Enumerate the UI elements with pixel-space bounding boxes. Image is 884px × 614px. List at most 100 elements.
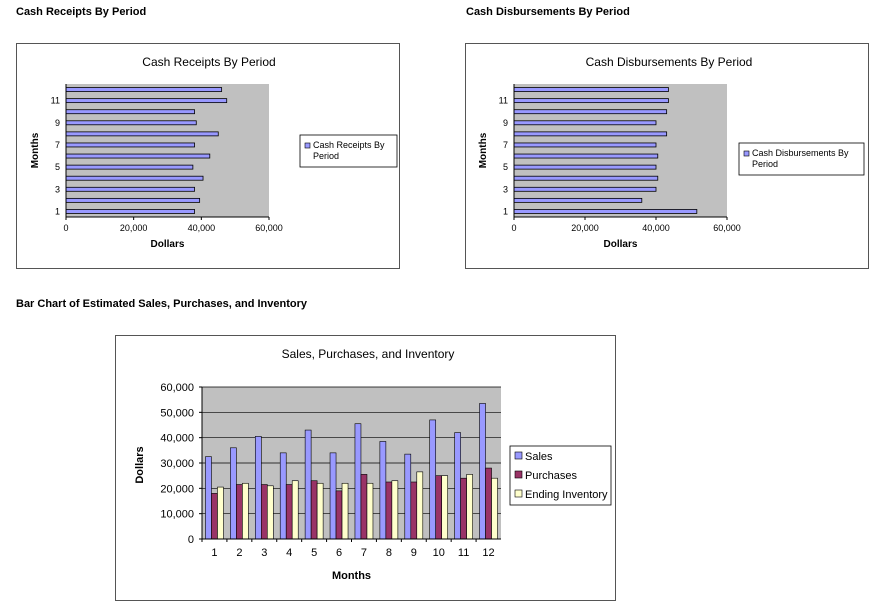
bar-ending-inventory-7 <box>366 482 374 540</box>
bar-5 <box>513 164 657 170</box>
bar-12 <box>513 87 669 92</box>
bar-ending-inventory-3 <box>266 485 274 540</box>
x-tick-label: 2 <box>236 547 242 559</box>
y-tick-label: 5 <box>503 162 508 172</box>
x-tick-label: 0 <box>511 223 516 233</box>
plot-area <box>514 84 727 217</box>
x-tick-label: 3 <box>261 547 267 559</box>
bar-9 <box>65 120 197 126</box>
bar-ending-inventory-12 <box>491 477 498 540</box>
bar-1 <box>513 209 698 214</box>
bar-purchases-9 <box>410 481 418 540</box>
receipts-chart: Cash Receipts By Period 0 20,000 40,000 60,0… <box>16 43 400 269</box>
bar-purchases-1 <box>211 493 218 540</box>
bar-ending-inventory-5 <box>316 482 324 540</box>
bar-purchases-6 <box>335 490 343 540</box>
bar-sales-10 <box>429 419 437 540</box>
y-axis-title: Dollars <box>134 446 146 483</box>
bar-6 <box>65 153 211 159</box>
bar-purchases-5 <box>310 480 318 540</box>
x-tick-label: 0 <box>63 223 68 233</box>
bar-3 <box>65 186 195 192</box>
x-tick-label: 5 <box>311 547 317 559</box>
bar-4 <box>513 175 659 181</box>
bar-6 <box>513 153 659 159</box>
bar-sales-1 <box>205 456 212 540</box>
y-tick-label: 40,000 <box>160 433 194 445</box>
chart-title: Cash Disbursements By Period <box>586 55 753 69</box>
bar-purchases-4 <box>285 484 293 540</box>
y-tick-label: 5 <box>55 162 60 172</box>
y-tick-label: 9 <box>503 118 508 128</box>
bar-purchases-2 <box>236 484 243 540</box>
x-axis-title: Dollars <box>604 239 638 250</box>
legend-label: Purchases <box>525 470 577 482</box>
x-tick-label: 11 <box>458 547 469 559</box>
bar-4 <box>65 175 204 181</box>
bar-purchases-3 <box>260 484 268 540</box>
bar-8 <box>65 131 219 137</box>
bar-sales-8 <box>379 441 387 540</box>
bar-sales-11 <box>454 432 461 540</box>
x-tick-label: 40,000 <box>642 223 670 233</box>
bar-ending-inventory-8 <box>391 480 399 540</box>
bar-12 <box>65 87 223 92</box>
bar-7 <box>65 142 195 148</box>
bar-sales-2 <box>230 447 237 540</box>
bar-5 <box>65 164 194 170</box>
bar-ending-inventory-2 <box>242 482 249 540</box>
x-tick-label: 7 <box>361 547 367 559</box>
bar-sales-6 <box>329 452 337 540</box>
x-tick-label: 6 <box>336 547 342 559</box>
bar-11 <box>513 98 669 104</box>
bar-purchases-7 <box>360 474 368 540</box>
y-tick-label: 7 <box>503 140 508 150</box>
bar-3 <box>513 186 657 192</box>
x-tick-label: 40,000 <box>188 223 216 233</box>
y-tick-label: 10,000 <box>160 509 194 521</box>
bar-sales-4 <box>279 452 287 540</box>
disbursements-section-heading: Cash Disbursements By Period <box>466 6 630 18</box>
legend-label-line: Period <box>313 151 339 161</box>
bar-sales-5 <box>304 429 312 540</box>
bar-ending-inventory-4 <box>291 480 299 540</box>
chart-title: Cash Receipts By Period <box>142 55 275 69</box>
x-tick-label: 10 <box>433 547 445 559</box>
disbursements-chart-svg: Cash Disbursements By Period 0 20,000 40,00… <box>478 55 865 250</box>
y-tick-label: 1 <box>503 206 508 216</box>
x-tick-label: 60,000 <box>713 223 741 233</box>
x-tick-label: 20,000 <box>120 223 148 233</box>
legend-swatch <box>514 489 523 498</box>
sales-chart: Sales, Purchases, and Inventory 0 10,000 20… <box>115 335 616 601</box>
legend-label: Sales <box>525 451 553 463</box>
bar-ending-inventory-6 <box>341 482 349 540</box>
y-axis-title: Months <box>30 132 41 168</box>
sales-section-heading: Bar Chart of Estimated Sales, Purchases,… <box>16 298 307 310</box>
bar-10 <box>513 109 668 115</box>
receipts-section-heading: Cash Receipts By Period <box>16 6 147 18</box>
y-tick-label: 3 <box>503 184 508 194</box>
legend-label-line: Cash Receipts By <box>313 140 385 150</box>
legend-label-line: Period <box>752 159 778 169</box>
bar-sales-12 <box>479 403 486 540</box>
bar-ending-inventory-9 <box>416 471 424 540</box>
receipts-chart-svg: Cash Receipts By Period 0 20,000 40,000 60,0… <box>30 55 398 250</box>
y-tick-label: 60,000 <box>160 382 194 394</box>
legend-box <box>299 134 398 168</box>
bar-purchases-11 <box>460 477 467 540</box>
bar-purchases-12 <box>485 467 492 540</box>
bar-purchases-10 <box>435 475 443 540</box>
y-tick-label: 50,000 <box>160 407 194 419</box>
x-axis-title: Dollars <box>151 239 185 250</box>
plot-area <box>66 84 269 217</box>
chart-title: Sales, Purchases, and Inventory <box>282 347 455 361</box>
legend-box <box>509 445 612 506</box>
x-tick-label: 60,000 <box>255 223 283 233</box>
legend-label-line: Cash Disbursements By <box>752 148 849 158</box>
y-axis-title: Months <box>478 132 489 168</box>
legend-label: Cash Disbursements By Period <box>752 148 849 169</box>
bar-ending-inventory-10 <box>441 475 449 540</box>
bar-9 <box>513 120 657 126</box>
sales-chart-svg: Sales, Purchases, and Inventory 0 10,000 20… <box>134 347 612 582</box>
bar-sales-9 <box>404 453 412 540</box>
